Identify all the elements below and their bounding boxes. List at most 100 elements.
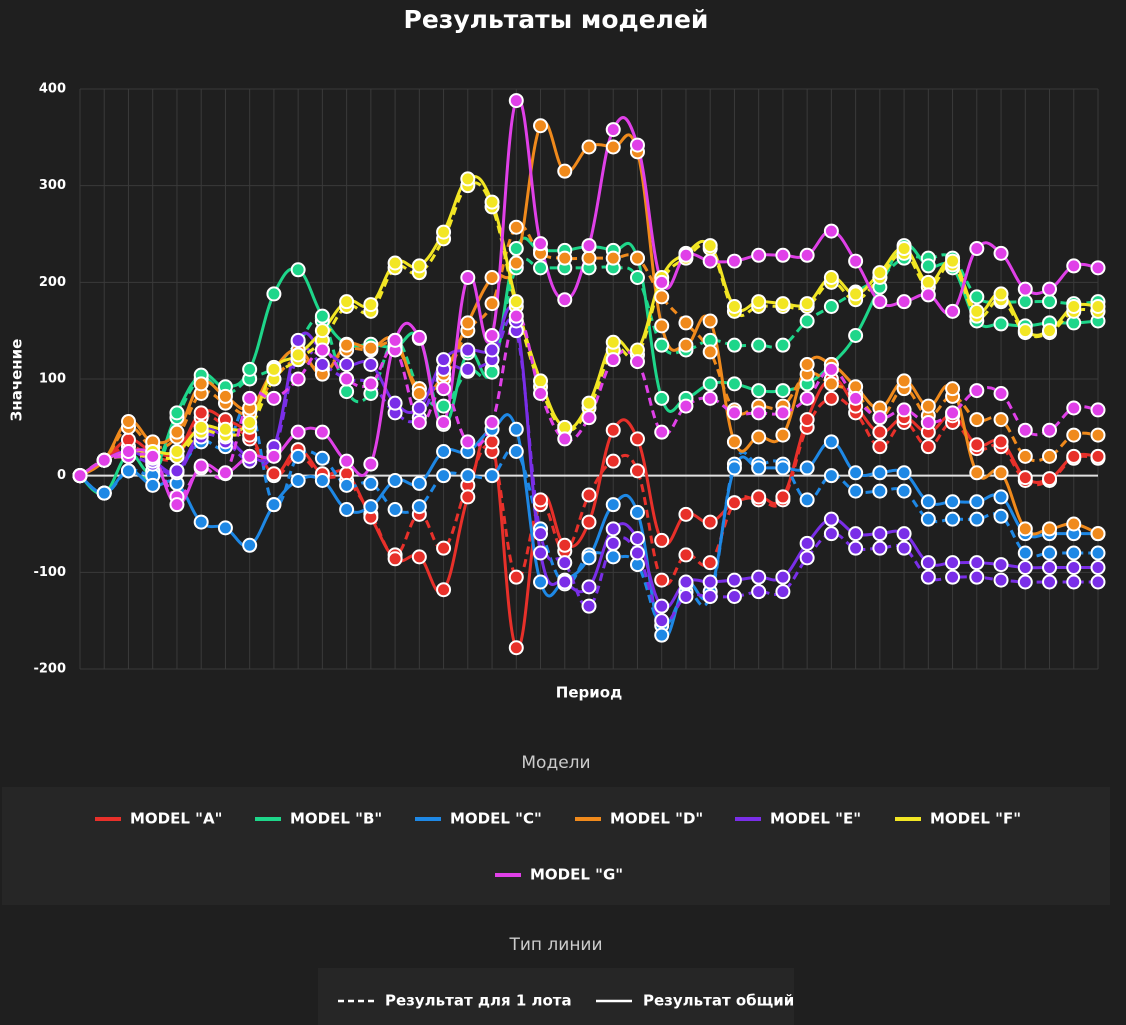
- point: [557, 431, 573, 447]
- point: [775, 584, 791, 600]
- point: [993, 286, 1009, 302]
- point: [775, 296, 791, 312]
- point: [920, 511, 936, 527]
- point: [581, 550, 597, 566]
- legend-title: Модели: [521, 753, 590, 773]
- point: [484, 194, 500, 210]
- point: [363, 376, 379, 392]
- point: [557, 574, 573, 590]
- point: [581, 410, 597, 426]
- line-type-title: Тип линии: [508, 935, 602, 955]
- point: [339, 294, 355, 310]
- point: [920, 494, 936, 510]
- point: [605, 122, 621, 138]
- point: [799, 390, 815, 406]
- point: [629, 545, 645, 561]
- point: [436, 582, 452, 598]
- point: [242, 390, 258, 406]
- point: [72, 468, 88, 484]
- point: [1090, 448, 1106, 464]
- point: [581, 514, 597, 530]
- point: [872, 294, 888, 310]
- point: [726, 434, 742, 450]
- point: [726, 495, 742, 511]
- point: [605, 497, 621, 513]
- point: [290, 332, 306, 348]
- point: [1042, 422, 1058, 438]
- point: [848, 483, 864, 499]
- point: [1042, 281, 1058, 297]
- point: [823, 223, 839, 239]
- point: [1042, 560, 1058, 575]
- point: [896, 294, 912, 310]
- chart-title: Результаты моделей: [404, 5, 709, 34]
- point: [387, 332, 403, 348]
- point: [533, 492, 549, 508]
- point: [290, 371, 306, 387]
- point: [508, 444, 524, 459]
- point: [969, 465, 985, 481]
- point: [896, 483, 912, 499]
- point: [823, 468, 839, 484]
- point: [1066, 545, 1082, 561]
- point: [193, 376, 209, 392]
- point: [460, 342, 476, 358]
- point: [896, 540, 912, 556]
- point: [217, 388, 233, 404]
- point: [678, 315, 694, 331]
- point: [242, 448, 258, 464]
- point: [799, 550, 815, 566]
- point: [484, 296, 500, 312]
- point: [848, 390, 864, 406]
- point: [1042, 521, 1058, 537]
- point: [993, 412, 1009, 428]
- point: [969, 494, 985, 510]
- point: [920, 398, 936, 414]
- point: [969, 511, 985, 527]
- point: [969, 241, 985, 256]
- point: [751, 247, 767, 263]
- point: [508, 569, 524, 585]
- point: [872, 526, 888, 542]
- point: [823, 526, 839, 542]
- y-tick-label: 300: [39, 178, 66, 193]
- point: [484, 328, 500, 343]
- point: [339, 371, 355, 387]
- point: [484, 415, 500, 430]
- point: [1066, 400, 1082, 416]
- point: [945, 569, 961, 585]
- line-type-label: Результат для 1 лота: [385, 992, 572, 1010]
- point: [969, 437, 985, 453]
- point: [508, 308, 524, 324]
- point: [702, 574, 718, 590]
- point: [726, 405, 742, 421]
- point: [993, 465, 1009, 481]
- point: [751, 489, 767, 505]
- point: [533, 386, 549, 401]
- point: [436, 468, 452, 484]
- point: [508, 93, 524, 109]
- point: [751, 584, 767, 600]
- point: [145, 477, 161, 493]
- point: [872, 483, 888, 499]
- point: [217, 421, 233, 437]
- point: [120, 463, 136, 479]
- point: [411, 258, 427, 274]
- point: [775, 383, 791, 399]
- point: [1017, 470, 1033, 486]
- point: [242, 361, 258, 377]
- point: [581, 238, 597, 254]
- point: [557, 163, 573, 179]
- point: [1090, 560, 1106, 575]
- point: [314, 424, 330, 440]
- point: [605, 453, 621, 469]
- point: [1090, 299, 1106, 314]
- point: [533, 526, 549, 542]
- point: [702, 514, 718, 530]
- point: [363, 340, 379, 356]
- point: [799, 247, 815, 263]
- point: [993, 557, 1009, 573]
- legend-label: MODEL "A": [130, 810, 222, 828]
- point: [339, 477, 355, 493]
- point: [993, 434, 1009, 450]
